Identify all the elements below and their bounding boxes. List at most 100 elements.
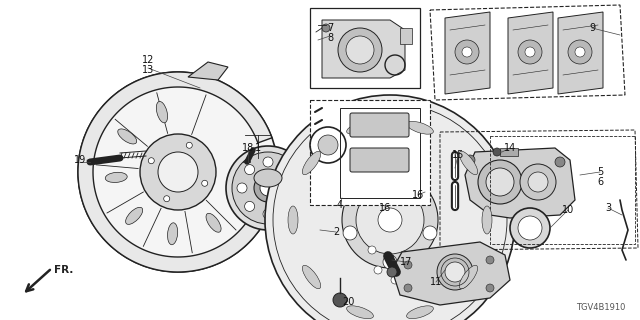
Circle shape [265, 95, 515, 320]
Circle shape [318, 135, 338, 155]
Circle shape [486, 284, 494, 292]
Circle shape [282, 164, 291, 175]
Circle shape [78, 72, 278, 272]
Polygon shape [508, 12, 553, 94]
Polygon shape [188, 62, 228, 80]
Circle shape [356, 186, 424, 254]
Circle shape [282, 201, 291, 212]
Circle shape [520, 164, 556, 200]
Text: 17: 17 [400, 257, 412, 267]
Text: 14: 14 [504, 143, 516, 153]
Polygon shape [78, 72, 272, 272]
Circle shape [528, 172, 548, 192]
Text: 5: 5 [597, 167, 603, 177]
Circle shape [232, 152, 304, 224]
Circle shape [358, 179, 372, 193]
Circle shape [465, 155, 475, 165]
Circle shape [478, 160, 522, 204]
Circle shape [486, 256, 494, 264]
Circle shape [518, 216, 542, 240]
Circle shape [493, 148, 501, 156]
Ellipse shape [206, 213, 221, 232]
Text: 9: 9 [589, 23, 595, 33]
Text: FR.: FR. [54, 265, 74, 275]
Circle shape [575, 47, 585, 57]
FancyBboxPatch shape [350, 148, 409, 172]
Circle shape [342, 172, 438, 268]
Circle shape [260, 180, 276, 196]
Text: 19: 19 [74, 155, 86, 165]
Circle shape [333, 293, 347, 307]
Ellipse shape [105, 172, 127, 182]
Text: 18: 18 [242, 143, 254, 153]
Circle shape [525, 47, 535, 57]
Circle shape [355, 118, 369, 132]
Circle shape [355, 153, 369, 167]
Circle shape [237, 183, 247, 193]
Circle shape [140, 134, 216, 210]
Circle shape [158, 152, 198, 192]
Text: 12: 12 [142, 55, 154, 65]
Circle shape [568, 40, 592, 64]
Circle shape [378, 208, 402, 232]
Circle shape [423, 226, 437, 240]
Text: 4: 4 [337, 200, 343, 210]
Circle shape [244, 201, 255, 212]
Circle shape [445, 262, 465, 282]
Circle shape [518, 40, 542, 64]
Circle shape [404, 261, 412, 269]
Circle shape [387, 267, 397, 277]
Text: 6: 6 [597, 177, 603, 187]
Circle shape [186, 142, 192, 148]
Circle shape [164, 196, 170, 202]
Ellipse shape [118, 129, 137, 144]
Text: 7: 7 [327, 23, 333, 33]
Circle shape [263, 209, 273, 219]
Bar [500, 148, 518, 156]
Ellipse shape [460, 151, 477, 175]
Text: 16: 16 [379, 203, 391, 213]
Text: 10: 10 [562, 205, 574, 215]
Text: 8: 8 [327, 33, 333, 43]
Circle shape [368, 246, 376, 254]
Circle shape [462, 47, 472, 57]
Circle shape [343, 226, 357, 240]
Ellipse shape [482, 206, 492, 234]
Bar [400, 28, 412, 44]
Text: TGV4B1910: TGV4B1910 [575, 303, 625, 312]
Bar [310, 8, 420, 88]
Circle shape [555, 157, 565, 167]
Text: 3: 3 [605, 203, 611, 213]
Circle shape [226, 146, 310, 230]
Polygon shape [392, 242, 510, 305]
Bar [490, 136, 635, 244]
Circle shape [338, 28, 382, 72]
Circle shape [383, 255, 397, 269]
Circle shape [510, 208, 550, 248]
Text: 20: 20 [342, 297, 354, 307]
Ellipse shape [347, 306, 373, 319]
Text: 1: 1 [255, 143, 261, 153]
Text: 15: 15 [452, 150, 464, 160]
Circle shape [408, 179, 422, 193]
Ellipse shape [125, 207, 143, 224]
Circle shape [254, 174, 282, 202]
Circle shape [148, 158, 154, 164]
Ellipse shape [168, 223, 178, 245]
Circle shape [289, 183, 299, 193]
Circle shape [374, 266, 382, 274]
Circle shape [486, 168, 514, 196]
Ellipse shape [288, 206, 298, 234]
Circle shape [322, 24, 330, 32]
Text: 11: 11 [430, 277, 442, 287]
Ellipse shape [302, 265, 321, 289]
Circle shape [263, 157, 273, 167]
Circle shape [391, 276, 399, 284]
Bar [340, 108, 420, 198]
Polygon shape [322, 20, 405, 78]
Bar [310, 100, 430, 205]
Ellipse shape [254, 169, 282, 187]
Circle shape [455, 40, 479, 64]
Circle shape [202, 180, 208, 186]
Polygon shape [465, 148, 575, 218]
